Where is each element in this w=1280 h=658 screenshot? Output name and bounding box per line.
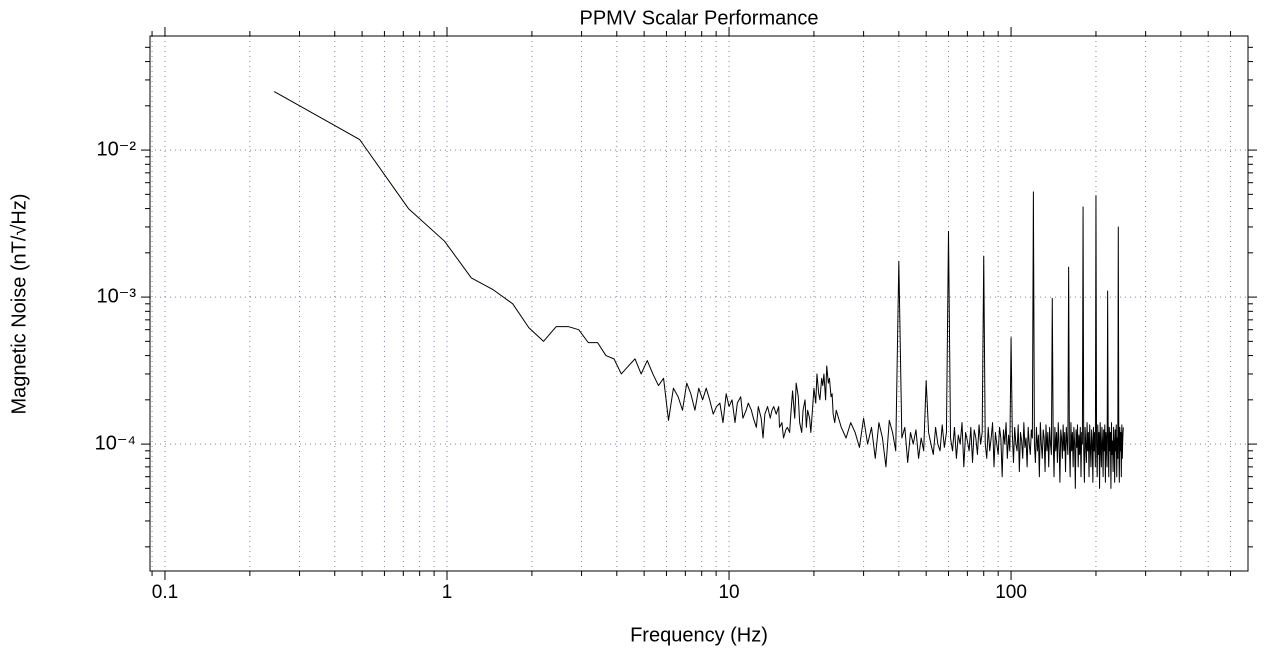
x-axis-label: Frequency (Hz) — [630, 624, 768, 646]
x-tick-label: 100 — [995, 582, 1027, 603]
y-axis-label: Magnetic Noise (nT/√Hz) — [8, 193, 30, 414]
y-tick-label: 10⁻³ — [97, 285, 137, 307]
data-line — [273, 91, 1124, 489]
x-tick-label: 10 — [718, 582, 739, 603]
chart-title: PPMV Scalar Performance — [580, 7, 819, 29]
y-tick-label: 10⁻² — [97, 138, 137, 160]
y-tick-label: 10⁻⁴ — [95, 432, 136, 454]
x-tick-label: 0.1 — [152, 582, 178, 603]
plot-frame — [149, 35, 1249, 572]
x-tick-label: 1 — [442, 582, 453, 603]
